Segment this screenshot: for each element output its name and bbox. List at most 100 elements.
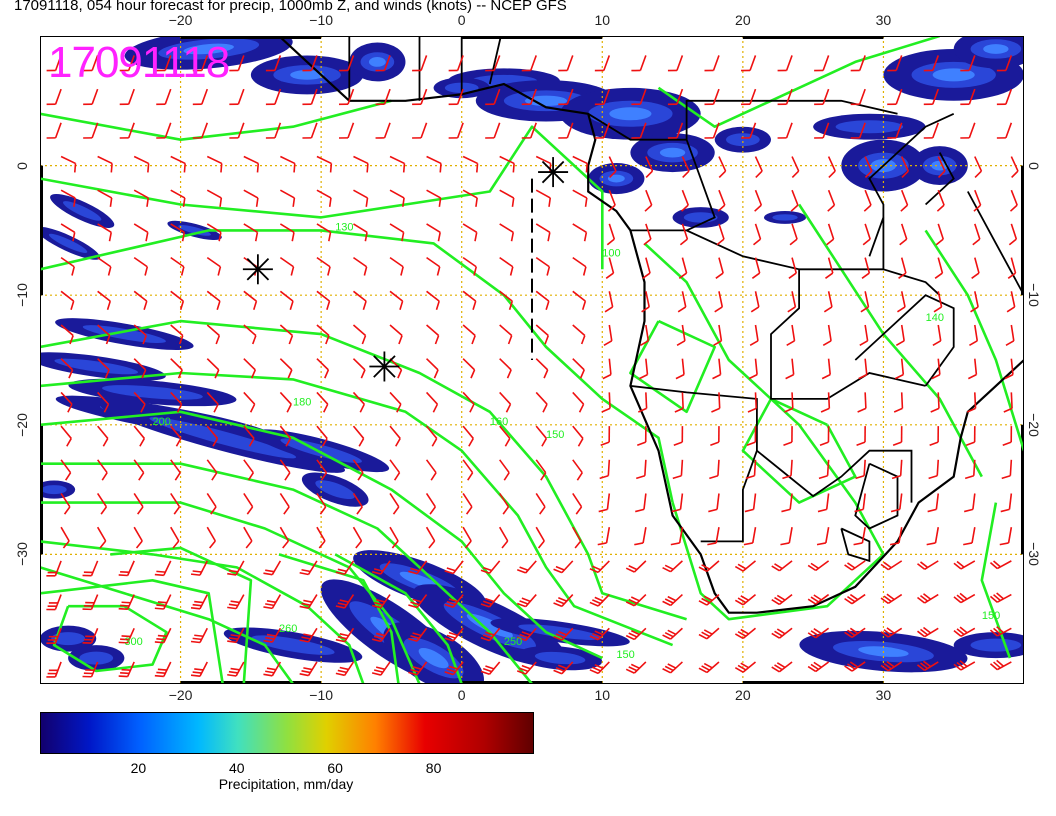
- wind-barb: [953, 626, 976, 637]
- wind-barb: [499, 358, 512, 379]
- wind-barb: [603, 324, 613, 346]
- wind-barb: [892, 426, 903, 446]
- wind-barb: [600, 426, 611, 446]
- wind-barb: [989, 560, 1012, 570]
- wind-barb: [263, 560, 282, 576]
- wind-barb: [279, 223, 295, 242]
- wind-barb: [243, 189, 259, 207]
- wind-barb: [713, 324, 723, 346]
- wind-barb: [498, 526, 509, 549]
- wind-barb: [485, 55, 501, 72]
- wind-barb: [302, 122, 318, 139]
- wind-barb: [97, 256, 112, 276]
- lon-tick-label-bottom: −20: [168, 687, 193, 703]
- wind-barb: [389, 425, 401, 447]
- wind-barb: [206, 256, 222, 276]
- wind-barb: [46, 560, 62, 577]
- wind-barb: [60, 391, 73, 413]
- wind-barb: [594, 55, 611, 72]
- wind-barb: [316, 391, 329, 413]
- wind-barb: [499, 425, 511, 447]
- wind-barb: [46, 594, 62, 611]
- wind-barb: [960, 55, 976, 72]
- wind-barb: [389, 189, 405, 207]
- wind-barb: [352, 290, 367, 311]
- wind-barb: [60, 256, 75, 276]
- height-contour: [643, 242, 885, 556]
- height-contour: [741, 397, 857, 504]
- wind-barb: [934, 257, 944, 279]
- wind-barb: [900, 189, 909, 212]
- wind-barb: [746, 426, 757, 446]
- wind-barb: [743, 527, 757, 546]
- wind-barb: [279, 324, 294, 345]
- wind-barb: [712, 358, 722, 380]
- wind-barb: [704, 122, 720, 139]
- wind-barb: [781, 493, 793, 513]
- wind-barb: [929, 426, 940, 446]
- wind-barb: [1000, 493, 1013, 513]
- lat-tick-label-right: −30: [1026, 542, 1042, 567]
- wind-barb: [316, 324, 330, 345]
- wind-barb: [265, 88, 282, 106]
- wind-barb: [462, 223, 478, 242]
- wind-barb: [389, 256, 404, 276]
- wind-barb: [741, 88, 757, 106]
- wind-barb: [753, 223, 762, 246]
- country-border: [854, 462, 899, 530]
- contour-labels: 130 180 200 160 150 300 260 250 150 100 140 150: [124, 221, 1000, 661]
- wind-barb: [535, 526, 545, 549]
- wind-barb: [299, 661, 318, 677]
- height-contour: [40, 371, 674, 647]
- wind-barb: [771, 560, 793, 572]
- wind-barb: [608, 156, 617, 179]
- wind-barb: [335, 661, 355, 677]
- wind-barb: [190, 627, 208, 644]
- wind-barb: [963, 527, 976, 546]
- wind-barb: [279, 189, 296, 207]
- wind-barb: [499, 155, 515, 173]
- wind-barb: [521, 122, 537, 139]
- wind-barb: [97, 189, 113, 207]
- wind-barb: [82, 594, 99, 611]
- wind-barb: [352, 324, 367, 345]
- wind-barb: [662, 661, 683, 674]
- wind-barb: [154, 594, 172, 610]
- contour-label: 150: [616, 649, 634, 661]
- wind-barb: [425, 493, 437, 515]
- wind-barb: [535, 290, 550, 311]
- wind-barb: [227, 661, 245, 677]
- wind-barb: [855, 459, 866, 480]
- wind-barb: [83, 88, 99, 106]
- wind-barb: [448, 122, 464, 139]
- wind-barb: [516, 627, 537, 642]
- wind-barb: [279, 459, 291, 481]
- precip-area-core: [102, 385, 203, 400]
- wind-barb: [279, 358, 293, 379]
- wind-barb: [667, 88, 684, 106]
- wind-barb: [60, 324, 74, 345]
- lon-tick-label-top: 10: [594, 12, 611, 28]
- wind-barb: [807, 627, 830, 639]
- wind-barb: [771, 661, 793, 673]
- wind-barb: [516, 560, 537, 574]
- precip-area-core: [280, 438, 362, 464]
- wind-barb: [926, 527, 940, 546]
- wind-barb: [864, 156, 873, 179]
- wind-barb: [206, 324, 221, 345]
- wind-barb: [989, 626, 1012, 637]
- wind-barb: [966, 392, 977, 413]
- wind-barb: [499, 256, 514, 276]
- precip-area-core: [149, 417, 297, 459]
- precip-area-peak: [983, 44, 1009, 54]
- wind-barb: [243, 290, 258, 311]
- wind-barb: [82, 627, 99, 644]
- wind-barb: [880, 627, 903, 638]
- wind-barb: [60, 223, 76, 242]
- country-border: [630, 229, 926, 400]
- height-contour: [40, 462, 534, 684]
- wind-barb: [170, 391, 183, 413]
- wind-barb: [850, 88, 866, 106]
- wind-barb: [854, 493, 866, 513]
- wind-barb: [316, 358, 330, 379]
